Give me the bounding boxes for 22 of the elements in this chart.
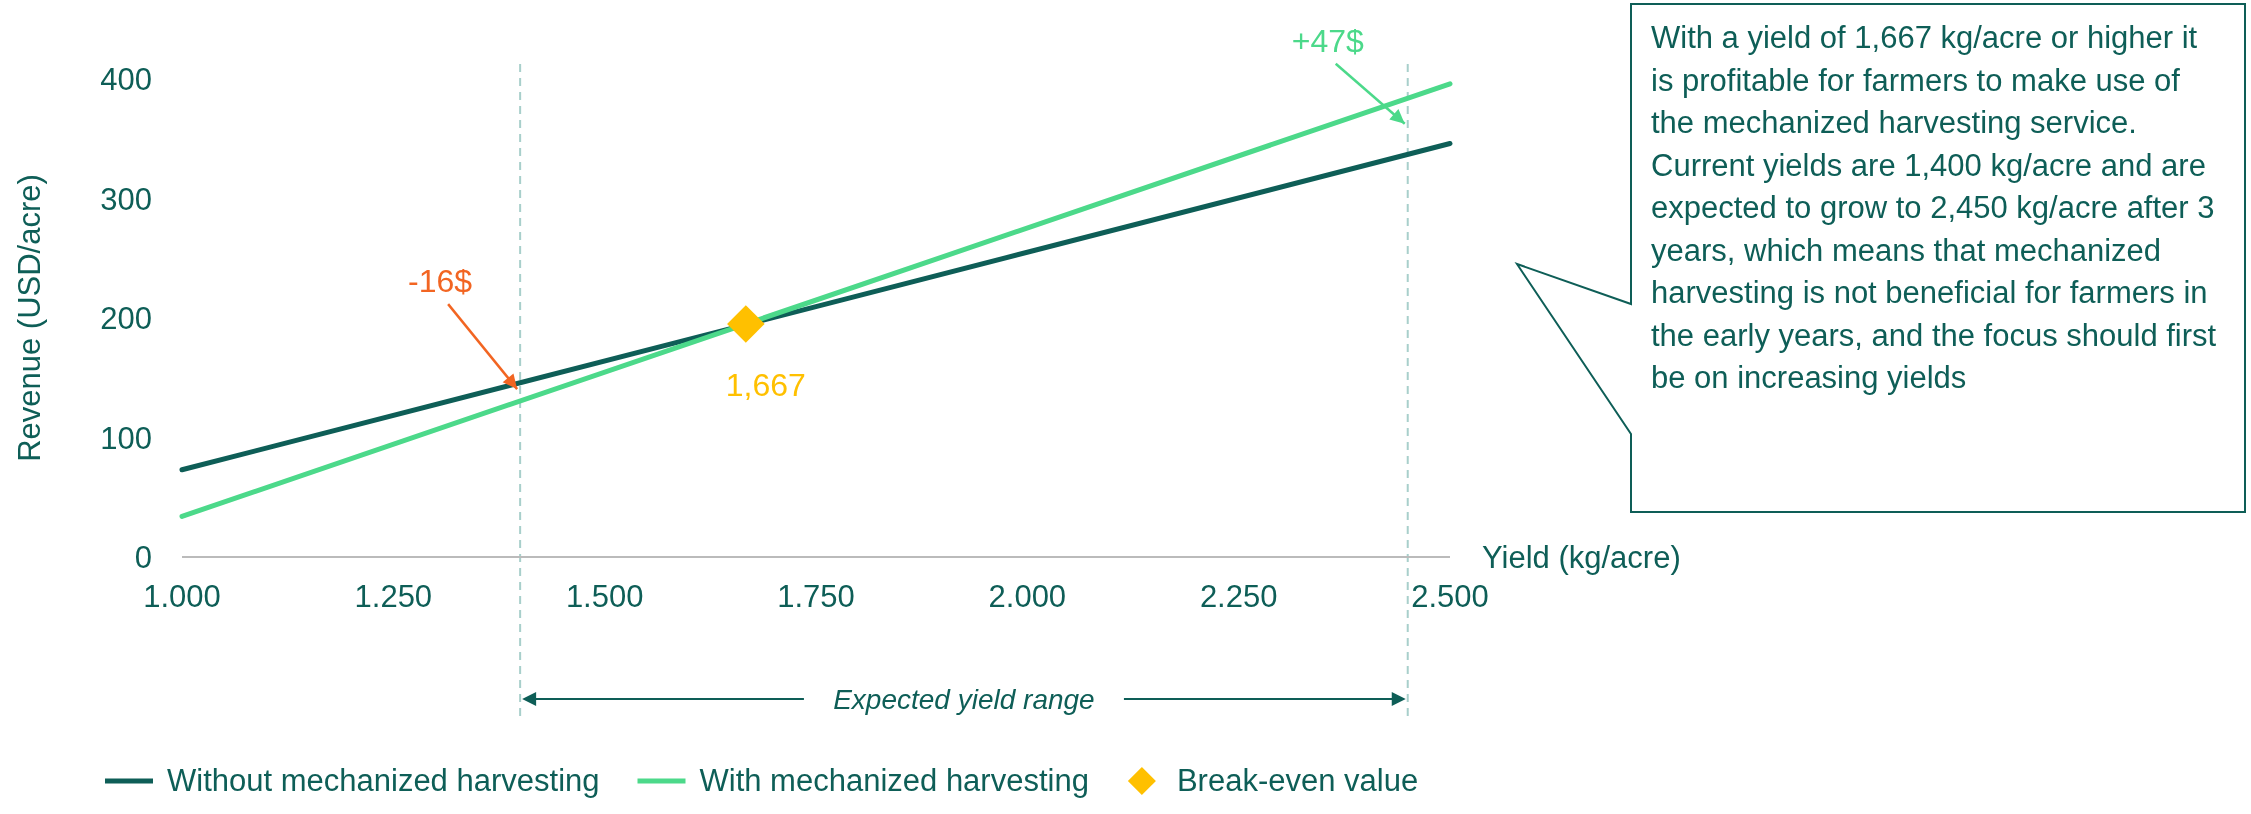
- text: Expected yield range: [833, 684, 1095, 715]
- x-tick-label: 1.250: [354, 579, 433, 614]
- y-tick-label: 300: [100, 181, 152, 217]
- x-tick-label: 2.250: [1199, 579, 1278, 614]
- x-tick-label: 1.750: [777, 579, 855, 614]
- legend-label: Without mechanized harvesting: [167, 763, 600, 798]
- y-tick-label: 100: [100, 420, 152, 456]
- x-tick-label: 2.500: [1411, 579, 1489, 614]
- y-tick-label: 400: [100, 62, 152, 97]
- annotation: +47$: [1291, 22, 1364, 59]
- y-tick-label: 200: [100, 301, 152, 336]
- x-axis-title: Yield (kg/acre): [1482, 540, 1681, 575]
- annotation: -16$: [408, 263, 473, 300]
- x-tick-label: 1.500: [565, 579, 644, 614]
- annotation: 1,667: [725, 366, 806, 403]
- y-axis-title: Revenue (USD/acre): [12, 174, 47, 462]
- legend-label: Break-even value: [1176, 763, 1419, 798]
- legend-label: With mechanized harvesting: [699, 763, 1089, 798]
- x-tick-label: 2.000: [988, 579, 1067, 614]
- y-tick-label: 0: [134, 540, 152, 575]
- x-tick-label: 1.000: [143, 579, 221, 614]
- text: With a yield of 1,667 kg/acre or higher it is profitable for farmers to make use of the mechanized harvesting service. Current yields are 1,400 kg/acre and are expected to grow to 2,450 kg/acre after 3 years, which means that mechanized harvesting is not beneficial for farmers in the early years, and the focus should first be on increasing yields: [1651, 20, 2217, 395]
